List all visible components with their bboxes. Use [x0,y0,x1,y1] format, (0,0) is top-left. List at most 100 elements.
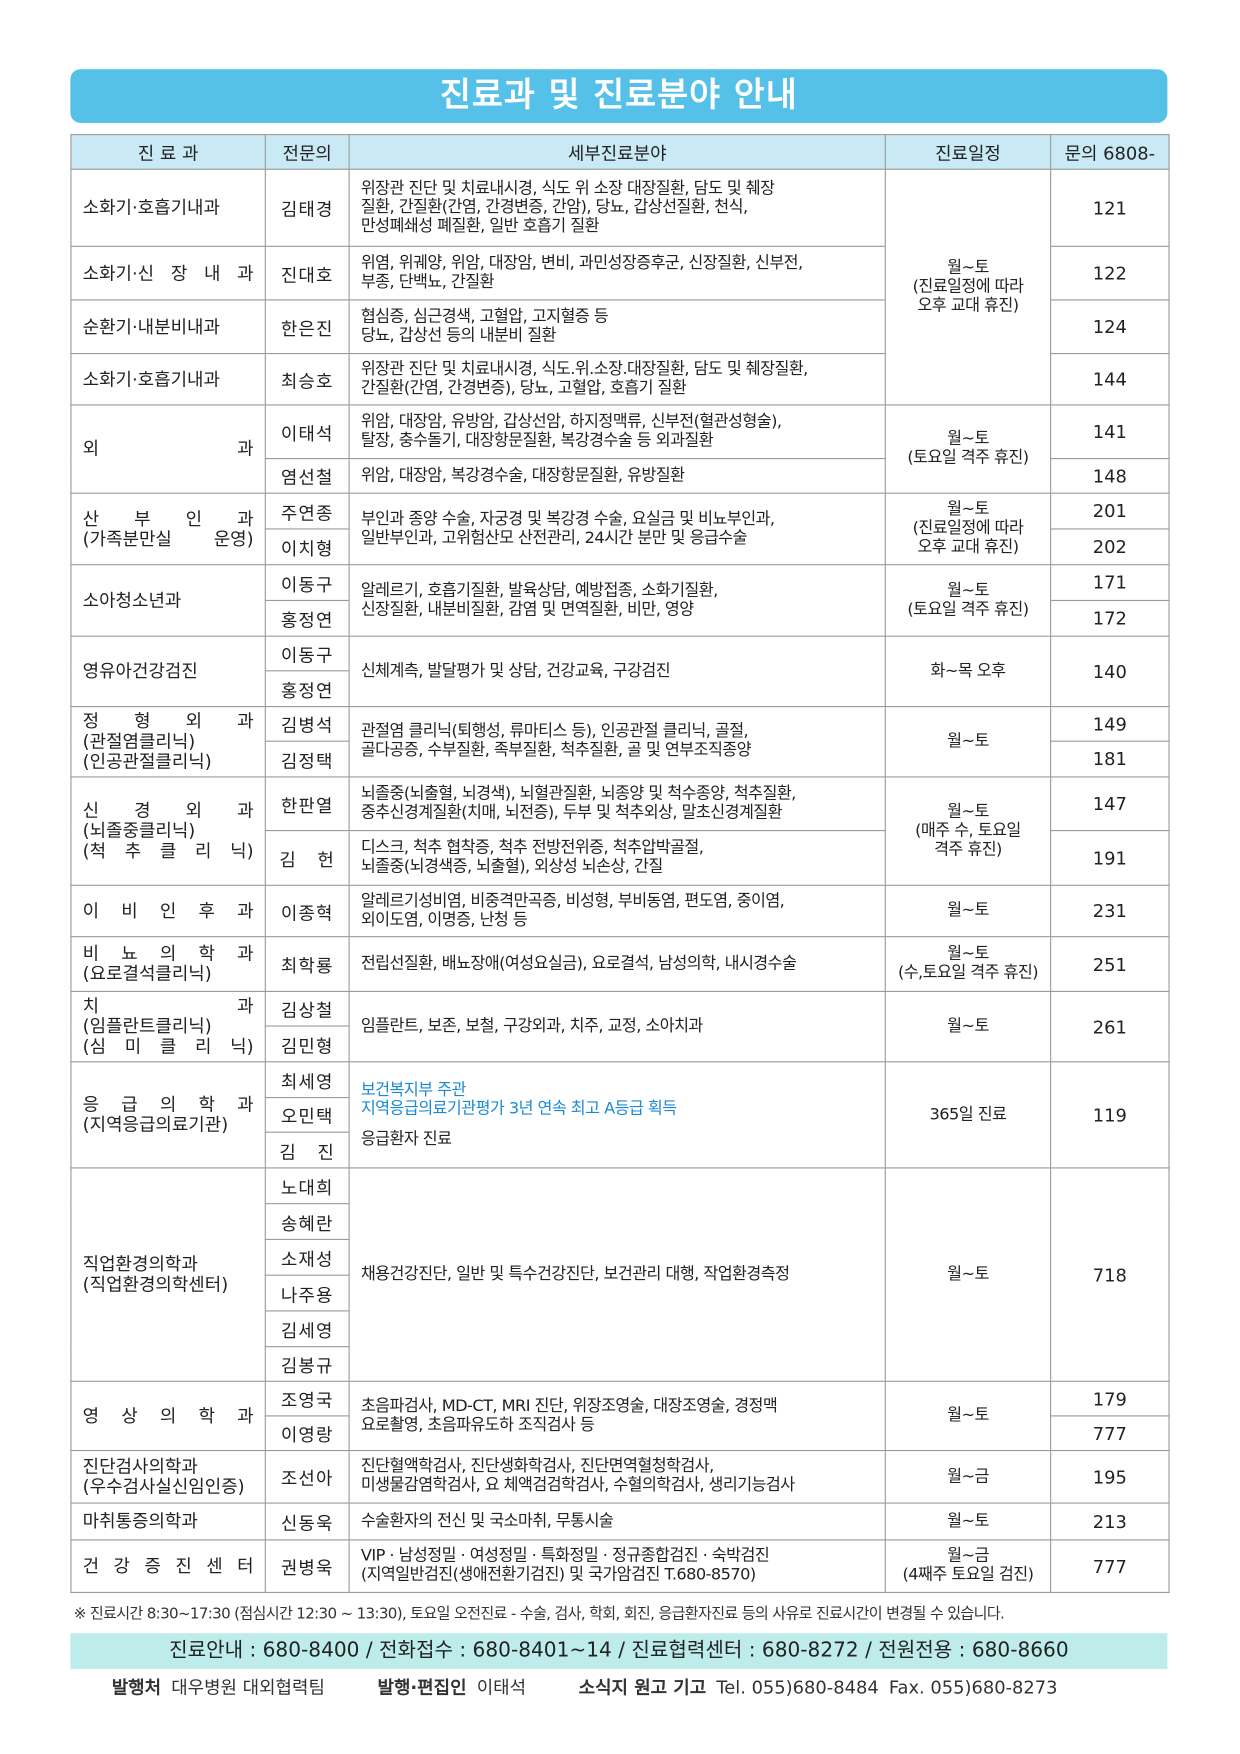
department-name: 직업환경의학과 (직업환경의학센터) [70,1167,266,1382]
doctor-name: 신동욱 [264,1502,350,1541]
doctor-name: 조영국 [264,1380,350,1417]
clinical-field: 임플란트, 보존, 보철, 구강외과, 치주, 교정, 소아치과 [348,990,886,1063]
table-row: 소화기·신 장 내 과 진대호 위염, 위궤양, 위암, 대장암, 변비, 과민성장… [70,245,1170,301]
doctor-name: 홍정연 [264,599,350,637]
field-line: 신장질환, 내분비질환, 감염 및 면역질환, 비만, 영양 [360,600,694,619]
doctor-name: 나주용 [264,1274,350,1312]
field-line: 미생물감염학검사, 요 체액검검학검사, 수혈의학검사, 생리기능검사 [360,1476,795,1495]
schedule-line: (진료일정에 따라 [912,519,1024,538]
field-line: 응급환자 진료 [360,1129,452,1148]
clinical-field: 위염, 위궤양, 위암, 대장암, 변비, 과민성장증후군, 신장질환, 신부전… [348,245,886,301]
department-name: 소화기·호흡기내과 [70,168,266,247]
department-name: 산 부 인 과 (가족분만실 운영) [70,492,266,566]
table-row: 김 진 [71,1131,1169,1169]
field-line: 중추신경계질환(치매, 뇌전증), 두부 및 척추외상, 말초신경계질환 [360,803,783,822]
department-name-line: 진단검사의학과 [82,1455,198,1477]
department-name: 영 상 의 학 과 [70,1380,266,1452]
department-name-line: 산 부 인 과 [82,507,254,529]
clinical-field: 관절염 클리닉(퇴행성, 류마티스 등), 인공관절 클리닉, 골절, 골다공증,… [348,706,886,778]
editor-value: 이태석 [476,1676,527,1698]
schedule: 월~토 [884,706,1052,778]
table-row: 홍정연 172 [71,599,1170,637]
doctor-name: 이동구 [264,635,350,672]
doctor-name: 김상철 [264,990,350,1027]
department-name-line: (임플란트클리닉) [82,1015,212,1037]
schedule: 월~토 (매주 수, 토요일 격주 휴진) [884,776,1052,886]
department-name-line: (요로결석클리닉) [82,962,212,985]
field-line: 간질환(간염, 간경변증), 당뇨, 고혈압, 호흡기 질환 [360,379,687,398]
phone-extension: 777 [1050,1415,1170,1452]
department-name: 소화기·호흡기내과 [70,353,266,406]
table-row: 산 부 인 과 (가족분만실 운영) 주연종 부인과 종양 수술, 자궁경 및 복강경… [70,492,1170,566]
schedule-line: 월~토 [947,581,989,600]
phone-extension: 119 [1050,1061,1170,1169]
table-row: 영 상 의 학 과 조영국 초음파검사, MD-CT, MRI 진단, 위장조영술,… [70,1380,1170,1452]
doctor-name: 주연종 [264,492,350,530]
doctor-name: 홍정연 [264,670,350,708]
table-row: 김 헌 디스크, 척추 협착증, 척추 전방전위증, 척추압박골절, 뇌졸중(뇌경색… [71,830,1170,886]
department-name-line: (우수검사실신임인증) [82,1475,245,1497]
table-row: 비 뇨 의 학 과 (요로결석클리닉) 최학룡 전립선질환, 배뇨장애(여성요실금),… [70,936,1170,992]
clinical-field: 초음파검사, MD-CT, MRI 진단, 위장조영술, 대장조영술, 경정맥 요… [348,1380,886,1452]
field-line: 알레르기, 호흡기질환, 발육상담, 예방접종, 소화기질환, [360,581,718,600]
doctor-name: 김 헌 [264,830,350,886]
table-row: 홍정연 [71,670,1169,708]
doctor-name: 김봉규 [264,1346,350,1382]
schedule-line: 월~토 [947,732,989,751]
phone-extension: 148 [1050,458,1170,494]
table-row: 이치형 202 [71,528,1170,566]
department-name-line: 이 비 인 후 과 [82,899,254,922]
phone-extension: 191 [1050,830,1170,886]
doctor-name: 최승호 [264,353,350,406]
schedule: 365일 진료 [884,1061,1052,1169]
phone-extension: 140 [1050,635,1170,708]
table-row: 염선철 위암, 대장암, 복강경수술, 대장항문질환, 유방질환 148 [71,458,1170,494]
department-name: 이 비 인 후 과 [70,884,266,938]
phone-extension: 718 [1050,1167,1170,1382]
schedule-line: 격주 휴진) [934,840,1002,859]
phone-extension: 141 [1050,404,1170,460]
tel-number: Tel. 055)680-8484 [716,1676,879,1698]
field-line: 위암, 대장암, 복강경수술, 대장항문질환, 유방질환 [360,466,685,485]
department-name-line: 직업환경의학과 [82,1253,198,1275]
department-name-line: (뇌졸중클리닉) [82,819,196,842]
table-row: 외 과 이태석 위암, 대장암, 유방암, 갑상선암, 하지정맥류, 신부전(혈관성… [70,404,1170,494]
phone-extension: 172 [1050,599,1170,637]
publisher-value: 대우병원 대외협력팀 [171,1676,325,1698]
doctor-name: 이태석 [264,404,350,460]
field-line: 위암, 대장암, 유방암, 갑상선암, 하지정맥류, 신부전(혈관성형술), [360,412,782,431]
phone-extension: 213 [1050,1502,1170,1541]
table-row: 김민형 [71,1025,1169,1063]
phone-extension: 777 [1050,1539,1170,1593]
schedule: 월~토 (진료일정에 따라 오후 교대 휴진) [884,492,1052,566]
hours-note: ※ 진료시간 8:30~17:30 (점심시간 12:30 ~ 13:30), … [73,1605,1005,1624]
department-name-line: 마취통증의학과 [82,1510,198,1532]
clinical-field: 전립선질환, 배뇨장애(여성요실금), 요로결석, 남성의학, 내시경수술 [348,936,886,992]
field-line: 위장관 진단 및 치료내시경, 식도.위.소장.대장질환, 담도 및 췌장질환, [360,360,809,379]
field-line: 초음파검사, MD-CT, MRI 진단, 위장조영술, 대장조영술, 경정맥 [360,1396,778,1415]
table-header-row: 진 료 과 전문의 세부진료분야 진료일정 문의 6808- [70,134,1170,170]
table-row: 치 과 (임플란트클리닉) (심 미 클 리 닉) 김상철 임플란트, 보존, 보철, … [70,990,1170,1063]
schedule: 월~토 (수,토요일 격주 휴진) [884,936,1052,992]
doctor-name: 이종혁 [264,884,350,938]
clinical-field: 채용건강진단, 일반 및 특수건강진단, 보건관리 대행, 작업환경측정 [348,1167,886,1382]
schedule: 월~토 [884,884,1052,938]
department-name: 외 과 [70,404,266,494]
field-line: 수술환자의 전신 및 국소마취, 무통시술 [360,1511,614,1530]
doctor-name: 김정택 [264,740,350,778]
department-name-line: 영 상 의 학 과 [82,1404,254,1426]
schedule-line: 월~토 [947,901,989,920]
clinical-field: 디스크, 척추 협착증, 척추 전방전위증, 척추압박골절, 뇌졸중(뇌경색증, … [348,830,886,886]
doctor-name: 김태경 [264,168,350,247]
doctor-name: 김세영 [264,1310,350,1348]
department-name-line: (인공관절클리닉) [82,750,212,772]
header-doctor: 전문의 [264,134,350,170]
clinical-field: 위암, 대장암, 복강경수술, 대장항문질환, 유방질환 [348,458,886,494]
doctor-name: 소재성 [264,1238,350,1276]
clinical-field: 진단혈액학검사, 진단생화학검사, 진단면역혈청학검사, 미생물감염학검사, 요 … [348,1449,886,1504]
field-line: VIP · 남성정밀 · 여성정밀 · 특화정밀 · 정규종합검진 · 숙박검진 [360,1547,770,1566]
table-row: 응 급 의 학 과 (지역응급의료기관) 최세영 보건복지부 주관 지역응급의료기관평가… [70,1061,1170,1169]
department-name-line: 응 급 의 학 과 [82,1093,254,1115]
phone-extension: 171 [1050,564,1170,601]
schedule: 월~금 [884,1449,1052,1504]
